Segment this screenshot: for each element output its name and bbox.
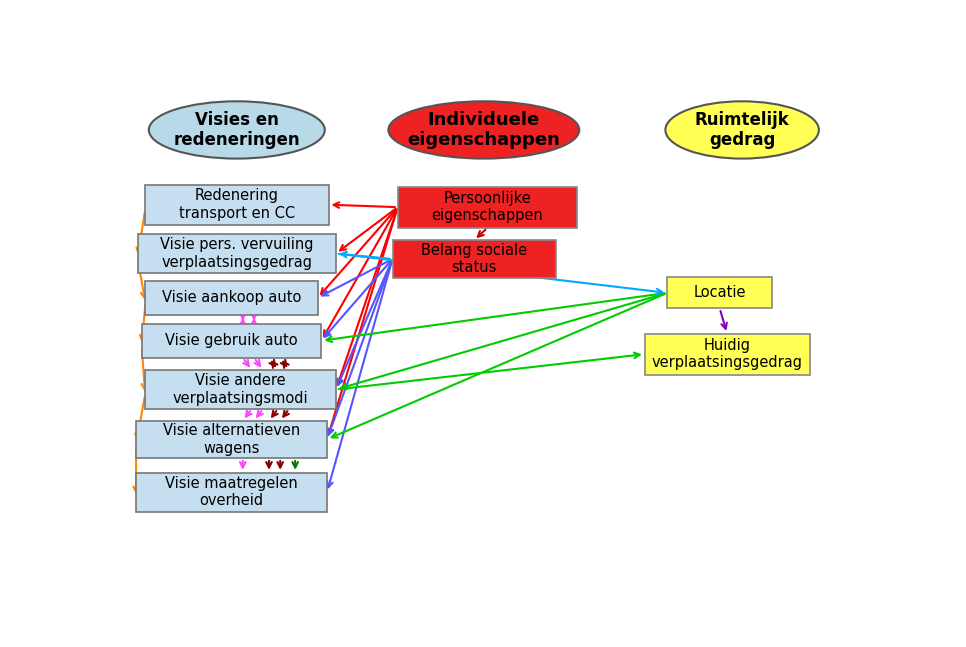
FancyArrowPatch shape (339, 254, 662, 294)
FancyBboxPatch shape (668, 278, 772, 309)
FancyArrowPatch shape (338, 261, 391, 385)
FancyArrowPatch shape (341, 252, 389, 259)
FancyBboxPatch shape (142, 324, 322, 358)
FancyArrowPatch shape (333, 203, 395, 208)
FancyArrowPatch shape (281, 360, 289, 368)
FancyArrowPatch shape (337, 210, 397, 385)
FancyArrowPatch shape (254, 360, 260, 366)
Text: Visie pers. vervuiling
verplaatsingsgedrag: Visie pers. vervuiling verplaatsingsgedr… (160, 237, 314, 270)
FancyArrowPatch shape (240, 313, 245, 325)
Text: Visie maatregelen
overheid: Visie maatregelen overheid (165, 476, 298, 509)
FancyArrowPatch shape (331, 294, 665, 437)
FancyArrowPatch shape (327, 210, 397, 434)
Text: Visie alternatieven
wagens: Visie alternatieven wagens (163, 423, 300, 455)
FancyBboxPatch shape (136, 421, 327, 458)
FancyArrowPatch shape (138, 261, 146, 298)
Text: Ruimtelijk
gedrag: Ruimtelijk gedrag (695, 111, 789, 149)
FancyBboxPatch shape (136, 473, 327, 512)
FancyArrowPatch shape (293, 461, 298, 468)
Ellipse shape (666, 102, 819, 159)
FancyArrowPatch shape (243, 360, 249, 366)
FancyArrowPatch shape (325, 261, 390, 337)
FancyArrowPatch shape (341, 294, 665, 389)
FancyArrowPatch shape (142, 349, 147, 389)
FancyArrowPatch shape (321, 209, 396, 294)
FancyArrowPatch shape (133, 447, 139, 492)
FancyArrowPatch shape (340, 209, 395, 250)
Ellipse shape (388, 102, 580, 159)
FancyArrowPatch shape (327, 261, 392, 487)
Text: Visie gebruik auto: Visie gebruik auto (165, 333, 298, 348)
FancyBboxPatch shape (146, 281, 318, 315)
FancyBboxPatch shape (145, 185, 328, 225)
FancyBboxPatch shape (645, 334, 810, 375)
FancyArrowPatch shape (323, 260, 390, 296)
Text: Persoonlijke
eigenschappen: Persoonlijke eigenschappen (432, 191, 544, 223)
FancyArrowPatch shape (328, 261, 391, 435)
FancyArrowPatch shape (251, 313, 257, 325)
Text: Huidig
verplaatsingsgedrag: Huidig verplaatsingsgedrag (652, 338, 803, 370)
FancyArrowPatch shape (324, 210, 396, 336)
FancyBboxPatch shape (137, 234, 336, 274)
FancyArrowPatch shape (270, 360, 277, 368)
FancyArrowPatch shape (136, 212, 145, 254)
Text: Visies en
redeneringen: Visies en redeneringen (174, 111, 300, 149)
FancyArrowPatch shape (478, 230, 486, 237)
FancyArrowPatch shape (327, 293, 665, 342)
FancyArrowPatch shape (257, 410, 263, 417)
Text: Visie andere
verplaatsingsmodi: Visie andere verplaatsingsmodi (173, 373, 308, 406)
FancyArrowPatch shape (277, 461, 283, 468)
FancyArrowPatch shape (283, 410, 289, 417)
FancyArrowPatch shape (267, 461, 271, 468)
FancyArrowPatch shape (339, 353, 639, 389)
FancyArrowPatch shape (240, 461, 245, 468)
FancyBboxPatch shape (398, 187, 578, 228)
FancyArrowPatch shape (246, 410, 251, 417)
Text: Redenering
transport en CC: Redenering transport en CC (179, 188, 295, 221)
FancyArrowPatch shape (272, 410, 277, 417)
FancyArrowPatch shape (140, 305, 146, 340)
Text: Visie aankoop auto: Visie aankoop auto (162, 291, 301, 305)
Text: Individuele
eigenschappen: Individuele eigenschappen (408, 111, 560, 149)
Text: Belang sociale
status: Belang sociale status (421, 243, 527, 275)
Text: Locatie: Locatie (694, 285, 746, 300)
FancyArrowPatch shape (721, 311, 726, 329)
FancyBboxPatch shape (392, 240, 555, 278)
Ellipse shape (149, 102, 325, 159)
FancyBboxPatch shape (145, 370, 336, 409)
FancyArrowPatch shape (135, 397, 145, 439)
